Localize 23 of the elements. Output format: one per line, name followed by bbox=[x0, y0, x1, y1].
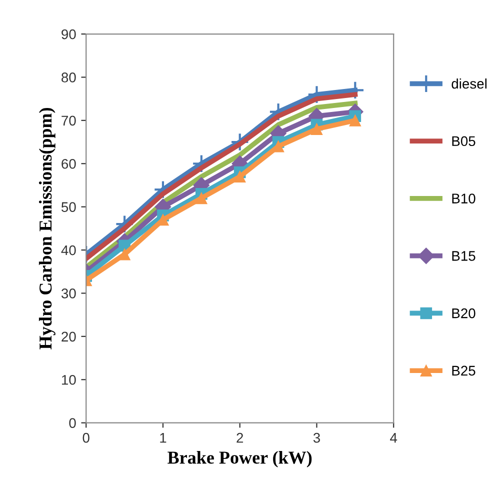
x-tick-label: 3 bbox=[313, 432, 320, 443]
y-tick-label: 0 bbox=[69, 418, 76, 428]
legend-label: B10 bbox=[452, 194, 476, 204]
y-tick-label: 40 bbox=[61, 245, 76, 256]
y-tick-label: 80 bbox=[62, 72, 76, 82]
legend-label: B20 bbox=[452, 308, 476, 318]
y-tick-label: 50 bbox=[61, 202, 76, 212]
y-axis-title: Hydro Carbon Emissions(ppm) bbox=[38, 108, 56, 350]
y-tick-label: 70 bbox=[62, 116, 76, 126]
legend-label: B25 bbox=[452, 366, 476, 376]
x-tick-label: 4 bbox=[390, 433, 398, 443]
legend-label: B15 bbox=[452, 251, 476, 261]
y-tick-label: 20 bbox=[62, 332, 76, 342]
y-tick-label: 10 bbox=[62, 374, 76, 385]
y-tick-label: 60 bbox=[62, 158, 76, 169]
legend-label: diesel bbox=[452, 78, 486, 89]
legend-label: B05 bbox=[452, 136, 476, 146]
x-axis-title: Brake Power (kW) bbox=[168, 451, 312, 468]
x-tick-label: 2 bbox=[236, 432, 244, 443]
y-tick-label: 90 bbox=[62, 29, 76, 40]
y-tick-label: 30 bbox=[61, 288, 76, 298]
x-tick-label: 0 bbox=[82, 432, 90, 443]
x-tick-label: 1 bbox=[160, 433, 166, 443]
